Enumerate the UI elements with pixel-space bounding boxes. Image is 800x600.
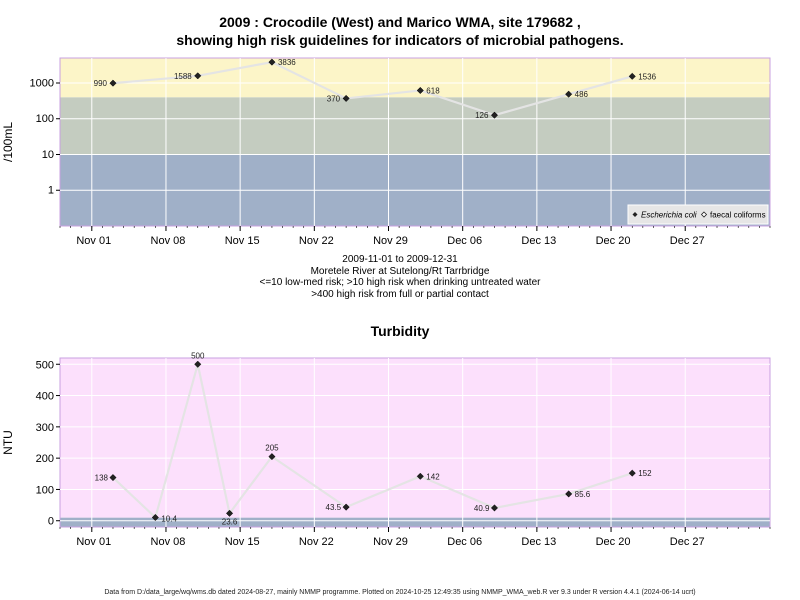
caption-risk-high: >400 high risk from full or partial cont…: [311, 288, 489, 300]
chart1-y-axis-label: /100mL: [1, 122, 15, 162]
chart2-data-label: 23.6: [222, 517, 238, 526]
chart2-ytick-label: 400: [36, 391, 54, 403]
chart2-data-point: [225, 509, 234, 517]
chart1-caption: 2009-11-01 to 2009-12-31 Moretele River …: [0, 254, 800, 300]
chart2-data-label: 500: [191, 351, 205, 360]
chart2-xtick-label: Nov 22: [299, 536, 334, 548]
caption-date-range: 2009-11-01 to 2009-12-31: [342, 254, 458, 265]
chart1-xtick-label: Dec 20: [596, 235, 631, 247]
chart1-data-point: [109, 79, 117, 87]
chart2-ytick-label: 300: [36, 422, 54, 434]
chart1-series-line: [112, 60, 633, 117]
chart1-data-label: 3836: [278, 58, 296, 67]
chart2-xtick-label: Dec 27: [670, 536, 705, 548]
chart1-data-label: 486: [575, 90, 589, 99]
chart1-risk-band-1: [60, 97, 770, 155]
chart1-legend-box: [627, 204, 769, 225]
chart2-data-point: [268, 453, 276, 461]
chart1-data-label: 1536: [638, 72, 656, 81]
chart1-legend-label-ecoli: Escherichia coli: [641, 211, 697, 220]
chart2-y-axis-label: NTU: [1, 430, 15, 455]
chart2-data-point: [342, 503, 350, 511]
chart2-data-label: 205: [265, 444, 279, 453]
chart1-data-point: [490, 111, 499, 119]
chart2-ytick-label: 200: [36, 453, 54, 465]
chart2-data-label: 142: [426, 472, 440, 481]
chart2-data-label: 10.4: [161, 514, 177, 523]
chart2-ytick-label: 100: [36, 484, 54, 496]
chart1-data-point: [194, 72, 202, 80]
chart2-plot-frame: [59, 357, 771, 528]
chart2-ytick-label: 500: [36, 359, 54, 371]
chart2-data-label: 138: [95, 474, 109, 483]
caption-site: Moretele River at Sutelong/Rt Tarrbridge: [310, 265, 490, 277]
chart1-xtick-label: Nov 01: [76, 235, 111, 247]
chart2-xtick-label: Nov 15: [225, 536, 260, 548]
chart1-xtick-label: Nov 15: [225, 235, 260, 247]
chart2-xtick-label: Nov 08: [151, 536, 186, 548]
chart1-data-label: 1588: [174, 72, 192, 81]
caption-risk-low: <=10 low-med risk; >10 high risk when dr…: [259, 277, 541, 288]
chart2-data-point: [565, 490, 573, 498]
chart1-data-label: 126: [475, 111, 489, 120]
chart2-data-point: [416, 472, 424, 480]
chart2-risk-band-0: [60, 517, 770, 527]
chart1-ytick-label: 1: [48, 185, 54, 197]
chart2-xtick-label: Nov 01: [76, 536, 111, 548]
chart1-data-label: 990: [94, 79, 108, 88]
chart2-data-label: 40.9: [474, 504, 490, 513]
chart1-xtick-label: Dec 13: [521, 235, 556, 247]
chart2-data-point: [109, 473, 117, 482]
chart1-xtick-label: Nov 29: [373, 235, 408, 247]
chart1-xtick-label: Dec 06: [447, 235, 482, 247]
chart1-legend-marker-ecoli: [632, 212, 638, 217]
chart2-risk-band-1: [60, 358, 770, 518]
chart1-ytick-label: 100: [36, 113, 54, 125]
footer-note: Data from D:/data_large/wq/wms.db dated …: [104, 589, 696, 596]
chart1-legend-label-faecal: faecal coliforms: [710, 211, 766, 220]
chart1-xtick-label: Nov 22: [299, 235, 334, 247]
chart2-title: Turbidity: [370, 323, 430, 339]
chart1-data-point: [268, 58, 276, 66]
chart2-data-point: [490, 504, 499, 512]
chart1-ytick-label: 10: [42, 149, 54, 161]
chart2-data-point: [194, 360, 202, 368]
chart1-title-line1: 2009 : Crocodile (West) and Marico WMA, …: [219, 14, 581, 30]
chart1-plot-frame: [59, 57, 771, 227]
chart2-data-label: 85.6: [575, 490, 591, 499]
chart2-series-line: [112, 363, 633, 520]
chart1-data-point: [565, 90, 573, 98]
chart2-xtick-label: Dec 06: [447, 536, 482, 548]
chart2-data-point: [628, 469, 636, 477]
chart1-title-line2: showing high risk guidelines for indicat…: [176, 32, 624, 48]
chart1-legend-marker-faecal: [700, 211, 708, 218]
chart1-xtick-label: Nov 08: [151, 235, 186, 247]
chart2-data-point: [151, 513, 159, 522]
chart1-data-point: [342, 94, 350, 102]
chart1-data-point: [416, 86, 424, 95]
chart1-xtick-label: Dec 27: [670, 235, 705, 247]
chart1-ytick-label: 1000: [30, 77, 54, 89]
chart2-xtick-label: Nov 29: [373, 536, 408, 548]
chart2-xtick-label: Dec 13: [521, 536, 556, 548]
chart2-xtick-label: Dec 20: [596, 536, 631, 548]
chart1-data-point: [628, 72, 636, 80]
chart1-data-label: 370: [327, 94, 341, 103]
chart2-ytick-label: 0: [48, 516, 54, 528]
chart2-data-label: 152: [638, 469, 652, 478]
chart1-data-label: 618: [426, 86, 440, 95]
chart2-data-label: 43.5: [326, 503, 342, 512]
